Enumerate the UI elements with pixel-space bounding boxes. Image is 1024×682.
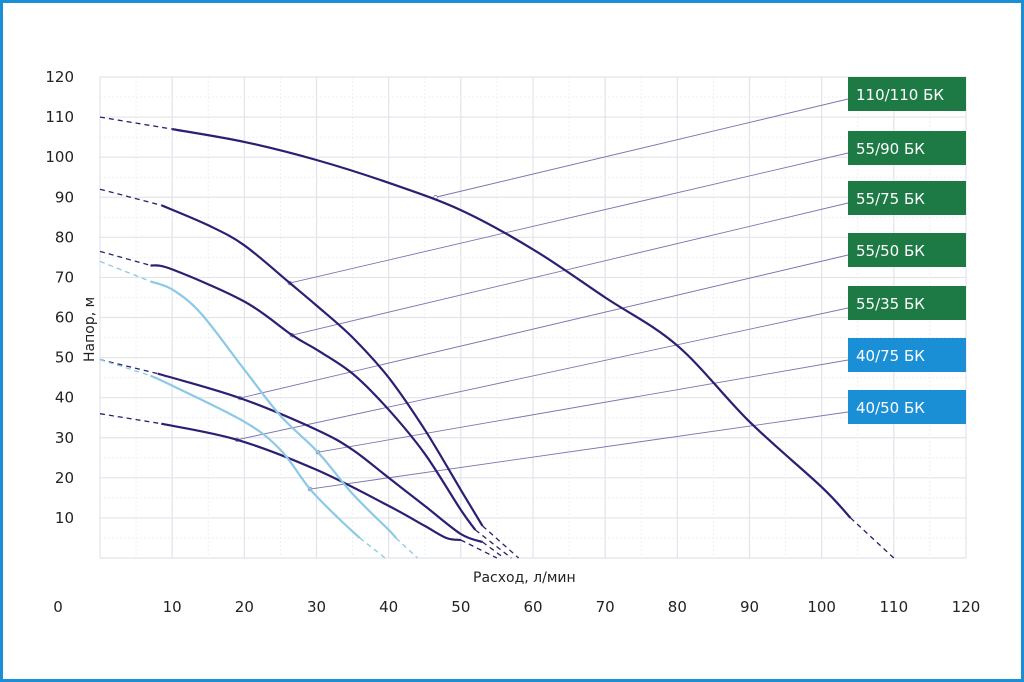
curve-55-75- — [150, 264, 477, 531]
x-tick-label: 10 — [163, 598, 182, 616]
y-tick-label: 50 — [55, 349, 74, 367]
x-tick-label: 40 — [379, 598, 398, 616]
curve-dashed-start — [99, 260, 151, 283]
curve-40-50- — [150, 374, 361, 539]
leader-line — [435, 98, 849, 198]
series-label: 55/90 БК — [856, 140, 925, 158]
x-tick-label: 0 — [53, 598, 63, 616]
leader-line — [289, 152, 849, 284]
series-label-box — [848, 338, 966, 372]
y-tick-label: 120 — [45, 68, 74, 86]
curve-dashed-end — [395, 537, 418, 559]
x-tick-label: 20 — [235, 598, 254, 616]
leader-lines — [234, 98, 849, 492]
series-label-box — [848, 131, 966, 165]
series-label-box — [848, 77, 966, 111]
series-label: 55/35 БК — [856, 295, 925, 313]
curve-110-110- — [171, 128, 852, 519]
x-tick-label: 120 — [952, 598, 981, 616]
y-tick-label: 90 — [55, 188, 74, 206]
y-tick-label: 30 — [55, 429, 74, 447]
x-tick-label: 70 — [596, 598, 615, 616]
leader-line — [291, 202, 849, 336]
series-label-box — [848, 181, 966, 215]
series-label: 110/110 БК — [856, 86, 944, 104]
leader-line — [237, 307, 849, 441]
x-axis-label: Расход, л/мин — [473, 570, 576, 586]
leader-line — [239, 254, 849, 399]
x-tick-label: 50 — [451, 598, 470, 616]
series-label: 55/50 БК — [856, 242, 925, 260]
y-tick-label: 20 — [55, 469, 74, 487]
series-label: 40/75 БК — [856, 347, 925, 365]
curve-dashed-end — [850, 517, 895, 559]
curve-dashed-end — [482, 525, 520, 559]
y-tick-label: 70 — [55, 268, 74, 286]
series-label-box — [848, 390, 966, 424]
y-tick-label: 60 — [55, 309, 74, 327]
curve-dashed-start — [99, 358, 151, 377]
series-labels: 110/110 БК 55/90 БК 55/75 БК 55/50 БК 55/35 … — [848, 77, 966, 424]
leader-line — [317, 359, 849, 453]
y-axis-label: Напор, м — [82, 297, 98, 362]
x-tick-label: 30 — [307, 598, 326, 616]
x-tick-label: 60 — [523, 598, 542, 616]
curves — [99, 116, 895, 559]
y-tick-label: 40 — [55, 389, 74, 407]
curve-55-35- — [161, 422, 461, 542]
x-tick-label: 110 — [880, 598, 909, 616]
curve-55-50- — [157, 372, 483, 544]
y-tick-label: 10 — [55, 509, 74, 527]
curve-dashed-start — [99, 188, 162, 206]
x-tick-label: 90 — [740, 598, 759, 616]
curve-55-90- — [160, 204, 484, 527]
curve-40-75- — [150, 280, 397, 539]
leader-line — [309, 411, 849, 490]
curve-dashed-end — [474, 529, 512, 559]
x-tick-label: 80 — [668, 598, 687, 616]
curve-dashed-end — [359, 537, 386, 559]
curve-dashed-start — [99, 116, 173, 130]
y-tick-label: 80 — [55, 228, 74, 246]
series-label: 55/75 БК — [856, 190, 925, 208]
curve-dashed-end — [460, 539, 498, 559]
y-tick-label: 100 — [45, 148, 74, 166]
curve-dashed-end — [482, 541, 505, 559]
grid — [99, 76, 967, 559]
series-label: 40/50 БК — [856, 399, 925, 417]
curve-dashed-start — [99, 413, 162, 425]
series-label-box — [848, 233, 966, 267]
curve-dashed-start — [99, 250, 151, 267]
tick-labels: 0 10 20 30 40 50 60 70 80 90 100 110 120 10 20 30 40 50 60… — [45, 68, 980, 616]
y-tick-label: 110 — [45, 108, 74, 126]
curve-dashed-start — [99, 358, 158, 375]
x-tick-label: 100 — [807, 598, 836, 616]
series-label-box — [848, 286, 966, 320]
